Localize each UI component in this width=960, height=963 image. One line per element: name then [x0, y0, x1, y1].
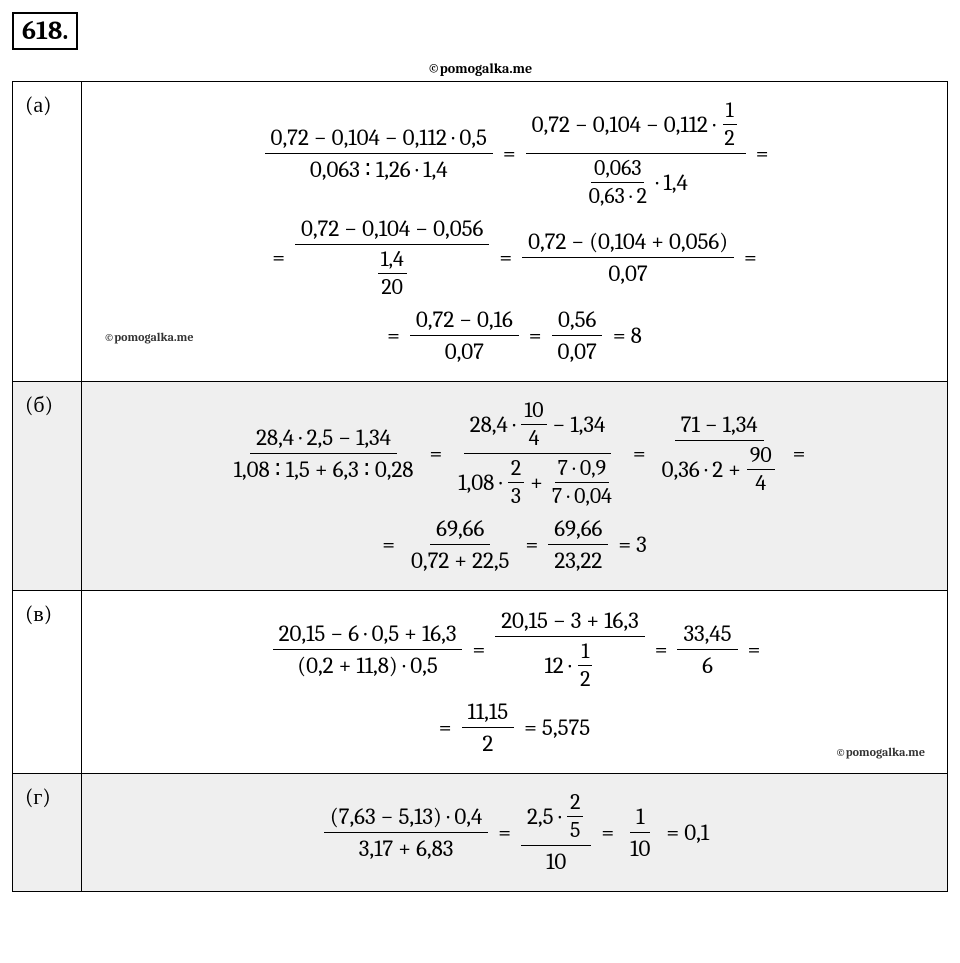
fraction: 20,15 − 6 · 0,5 + 16,3 (0,2 + 11,8) · 0,…: [273, 620, 463, 679]
equals-sign: =: [498, 819, 511, 846]
row-label-v: (в): [13, 591, 82, 774]
fraction: 69,66 23,22: [548, 515, 608, 574]
result-text: = 8: [613, 322, 642, 349]
result-text: = 3: [618, 531, 646, 558]
row-label-g: (г): [13, 774, 82, 892]
table-row: (в) 20,15 − 6 · 0,5 + 16,3 (0,2 + 11,8) …: [13, 591, 948, 774]
equals-sign: =: [499, 244, 512, 271]
fraction: 28,4 · 104 − 1,34 1,08 · 23 + 7 · 0,97 ·…: [452, 398, 623, 509]
equals-sign: =: [529, 322, 542, 349]
equals-sign: =: [272, 244, 285, 271]
equals-sign: =: [503, 140, 516, 167]
fraction: 2,5 · 25 10: [521, 790, 591, 875]
row-label-b: (б): [13, 382, 82, 591]
equals-sign: =: [756, 140, 769, 167]
fraction: 1 10: [624, 803, 656, 862]
equals-sign: =: [793, 440, 806, 467]
fraction: 71 − 1,34 0,36 · 2 + 904: [656, 411, 783, 496]
row-label-a: (а): [13, 82, 82, 382]
fraction: 0,72 − 0,16 0,07: [410, 306, 519, 365]
equals-sign: =: [655, 636, 668, 663]
fraction: 33,45 6: [677, 620, 737, 679]
fraction: 0,72 − 0,104 − 0,112 · 0,5 0,063 ∶ 1,26 …: [265, 124, 493, 183]
fraction: (7,63 − 5,13) · 0,4 3,17 + 6,83: [324, 803, 488, 862]
equals-sign: =: [439, 714, 452, 741]
row-content-b: 28,4 · 2,5 − 1,34 1,08 ∶ 1,5 + 6,3 ∶ 0,2…: [82, 382, 948, 591]
equals-sign: =: [525, 531, 538, 558]
table-row: (г) (7,63 − 5,13) · 0,4 3,17 + 6,83 = 2,…: [13, 774, 948, 892]
solutions-table: (а) 0,72 − 0,104 − 0,112 · 0,5 0,063 ∶ 1…: [12, 81, 948, 892]
equals-sign: =: [382, 531, 395, 558]
equals-sign: =: [429, 440, 442, 467]
result-text: = 5,575: [524, 714, 590, 741]
result-text: = 0,1: [666, 819, 709, 846]
watermark: ©pomogalka.me: [835, 745, 925, 759]
fraction: 0,72 − (0,104 + 0,056) 0,07: [522, 228, 734, 287]
fraction: 20,15 − 3 + 16,3 12 · 12: [495, 607, 645, 692]
equals-sign: =: [601, 819, 614, 846]
fraction: 0,56 0,07: [552, 306, 603, 365]
row-content-a: 0,72 − 0,104 − 0,112 · 0,5 0,063 ∶ 1,26 …: [82, 82, 948, 382]
equals-sign: =: [387, 322, 400, 349]
problem-number: 618.: [12, 12, 78, 50]
equals-sign: =: [748, 636, 761, 663]
table-row: (б) 28,4 · 2,5 − 1,34 1,08 ∶ 1,5 + 6,3 ∶…: [13, 382, 948, 591]
fraction: 28,4 · 2,5 − 1,34 1,08 ∶ 1,5 + 6,3 ∶ 0,2…: [228, 424, 420, 483]
equals-sign: =: [744, 244, 757, 271]
fraction: 69,66 0,72 + 22,5: [405, 515, 516, 574]
fraction: 0,72 − 0,104 − 0,112 · 12 0,0630,63 · 2 …: [526, 98, 746, 209]
row-content-v: 20,15 − 6 · 0,5 + 16,3 (0,2 + 11,8) · 0,…: [82, 591, 948, 774]
copyright-text: ©pomogalka.me: [12, 60, 948, 77]
row-content-g: (7,63 − 5,13) · 0,4 3,17 + 6,83 = 2,5 · …: [82, 774, 948, 892]
equals-sign: =: [633, 440, 646, 467]
equals-sign: =: [472, 636, 485, 663]
fraction: 11,15 2: [462, 698, 515, 757]
table-row: (а) 0,72 − 0,104 − 0,112 · 0,5 0,063 ∶ 1…: [13, 82, 948, 382]
fraction: 0,72 − 0,104 − 0,056 1,420: [295, 215, 489, 300]
